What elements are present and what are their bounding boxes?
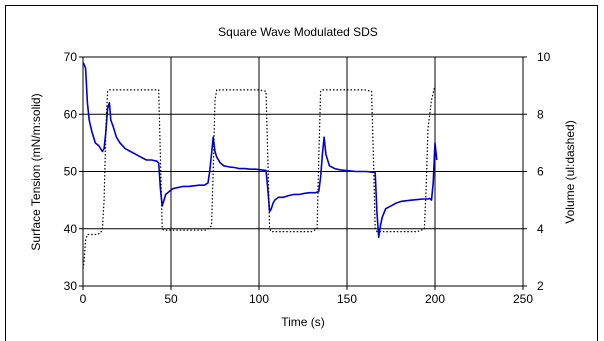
axis-ticks: 0 50 100 150 200 250 30 40 50 60 70 2 4 6 8 10 [64, 50, 551, 306]
series-group [82, 62, 438, 269]
y-left-tick-label: 40 [64, 222, 78, 236]
grid-lines [83, 57, 523, 286]
x-tick-label: 0 [80, 292, 87, 306]
y-left-tick-label: 50 [64, 165, 78, 179]
volume-series-line [82, 85, 436, 269]
y-left-tick-label: 30 [64, 279, 78, 293]
y-axis-label-left: Surface Tension (mN/m:solid) [29, 93, 43, 250]
y-right-tick-label: 2 [537, 279, 544, 293]
x-tick-label: 100 [249, 292, 269, 306]
y-right-tick-label: 10 [537, 50, 551, 64]
surface-tension-series-line [82, 62, 438, 239]
x-tick-label: 150 [337, 292, 357, 306]
y-axis-label-right: Volume (ul:dashed) [563, 120, 577, 223]
y-left-tick-label: 60 [64, 107, 78, 121]
chart-title: Square Wave Modulated SDS [218, 25, 378, 39]
y-left-tick-label: 70 [64, 50, 78, 64]
y-right-tick-label: 4 [537, 222, 544, 236]
y-right-tick-label: 6 [537, 165, 544, 179]
x-axis-label: Time (s) [281, 315, 325, 329]
y-right-tick-label: 8 [537, 107, 544, 121]
x-tick-label: 200 [425, 292, 445, 306]
x-tick-label: 250 [513, 292, 533, 306]
chart-frame [5, 5, 598, 341]
x-tick-label: 50 [164, 292, 178, 306]
